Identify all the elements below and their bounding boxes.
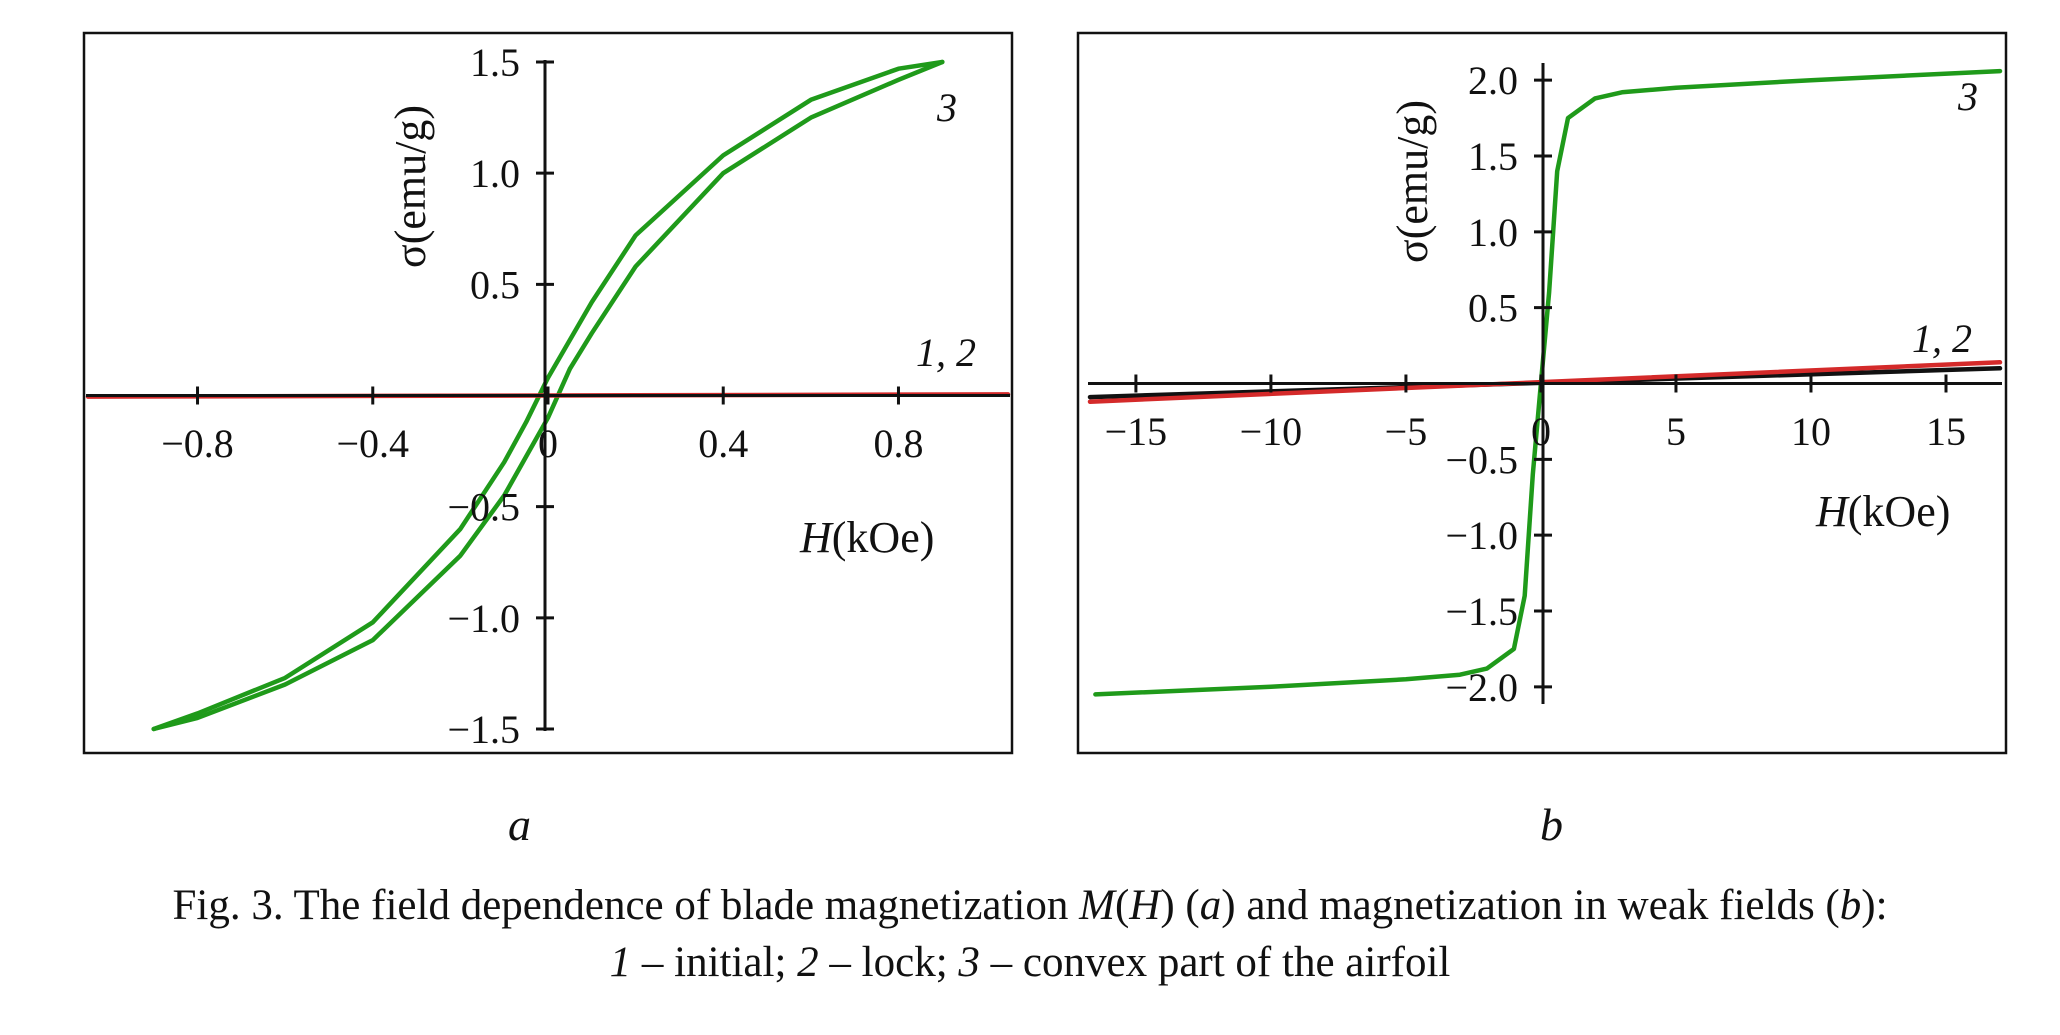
panel-a-letter: a bbox=[508, 799, 531, 850]
panel-a-series-2 bbox=[151, 59, 945, 732]
caption-1e: ) ( bbox=[1160, 882, 1200, 929]
caption-2b: – initial; bbox=[631, 939, 798, 986]
panel-a-curve-label-3: 3 bbox=[936, 85, 957, 130]
caption-2e: 3 bbox=[958, 939, 980, 986]
panel-a-x-tick-label-2: 0 bbox=[538, 421, 558, 466]
caption-1f: a bbox=[1199, 882, 1222, 929]
caption-1d: H bbox=[1129, 882, 1161, 929]
caption-2f: – convex part of the airfoil bbox=[979, 939, 1451, 986]
panel-b-ylabel: σ(emu/g) bbox=[1388, 100, 1437, 263]
panel-b-y-tick-label-5: −1.0 bbox=[1445, 513, 1518, 558]
panel-b-x-tick-label-1: −10 bbox=[1240, 409, 1303, 454]
caption-1c: ( bbox=[1114, 882, 1130, 929]
panel-a-xlabel-unit: (kOe) bbox=[832, 513, 935, 562]
panel-b-x-tick-label-4: 5 bbox=[1666, 409, 1686, 454]
caption-1b: M bbox=[1079, 882, 1115, 929]
panel-b-y-tick-label-6: −1.5 bbox=[1445, 589, 1518, 634]
panel-a-y-tick-label-0: 1.5 bbox=[470, 40, 520, 85]
panel-b-frame bbox=[1076, 31, 2008, 755]
panel-b-y-tick-label-4: −0.5 bbox=[1445, 437, 1518, 482]
panel-b-x-tick-label-5: 10 bbox=[1791, 409, 1831, 454]
panel-b-curve-label-3: 3 bbox=[1957, 74, 1978, 119]
panel-a-x-tick-label-3: 0.4 bbox=[698, 421, 748, 466]
panel-b-y-tick-label-2: 1.0 bbox=[1468, 210, 1518, 255]
panel-b-y-tick-label-3: 0.5 bbox=[1468, 286, 1518, 331]
panel-a-x-tick-label-0: −0.8 bbox=[161, 421, 234, 466]
panel-a-xlabel-var: H bbox=[799, 513, 834, 562]
panel-a-y-tick-label-1: 1.0 bbox=[470, 151, 520, 196]
panel-b-y-tick-label-1: 1.5 bbox=[1468, 134, 1518, 179]
caption-1h: b bbox=[1839, 882, 1862, 929]
caption-2d: – lock; bbox=[818, 939, 959, 986]
panel-b-x-tick-label-2: −5 bbox=[1385, 409, 1428, 454]
panel-b-axes: −15 −10 −5 0 5 10 15 2.0 1.5 1.0 0.5 −0.5 −1.0 −1.5 −2… bbox=[1088, 58, 2002, 710]
figure-caption-line-2: 1 – initial; 2 – lock; 3 – convex part o… bbox=[0, 935, 2060, 991]
panel-a-y-tick-label-4: −1.0 bbox=[447, 596, 520, 641]
panel-b-y-tick-label-7: −2.0 bbox=[1445, 665, 1518, 710]
panel-a-frame bbox=[82, 31, 1014, 755]
panel-b-xlabel-var: H bbox=[1815, 487, 1850, 536]
panel-a-curve-label-12: 1, 2 bbox=[916, 330, 976, 375]
caption-2a: 1 bbox=[609, 939, 632, 986]
panel-a-y-tick-label-2: 0.5 bbox=[470, 262, 520, 307]
panel-b-x-tick-label-6: 15 bbox=[1926, 409, 1966, 454]
panel-b-xlabel: H(kOe) bbox=[1815, 487, 1950, 536]
panel-a-axes: −0.8 −0.4 0 0.4 0.8 1.5 1.0 0.5 −0.5 −1.0 −1.5 bbox=[86, 40, 1010, 752]
panel-a-x-tick-label-4: 0.8 bbox=[873, 421, 923, 466]
panel-b-y-tick-label-0: 2.0 bbox=[1468, 58, 1518, 103]
panel-b-xlabel-unit: (kOe) bbox=[1848, 487, 1951, 536]
panel-b-curve-label-12: 1, 2 bbox=[1912, 316, 1972, 361]
panel-a-y-tick-label-5: −1.5 bbox=[447, 707, 520, 752]
panel-a-ylabel: σ(emu/g) bbox=[386, 105, 435, 268]
caption-1g: ) and magnetization in weak fields ( bbox=[1221, 882, 1840, 929]
panel-a-y-tick-label-3: −0.5 bbox=[447, 485, 520, 530]
panel-b-x-tick-label-3: 0 bbox=[1531, 409, 1551, 454]
caption-1a: Fig. 3. The field dependence of blade ma… bbox=[172, 882, 1080, 929]
caption-2c: 2 bbox=[797, 939, 819, 986]
panel-a-xlabel: H(kOe) bbox=[799, 513, 934, 562]
panel-b-letter: b bbox=[1540, 799, 1563, 850]
panel-b-x-tick-label-0: −15 bbox=[1105, 409, 1168, 454]
caption-1i: ): bbox=[1861, 882, 1888, 929]
panel-a-x-tick-label-1: −0.4 bbox=[336, 421, 409, 466]
figure-caption-line-1: Fig. 3. The field dependence of blade ma… bbox=[0, 878, 2060, 934]
